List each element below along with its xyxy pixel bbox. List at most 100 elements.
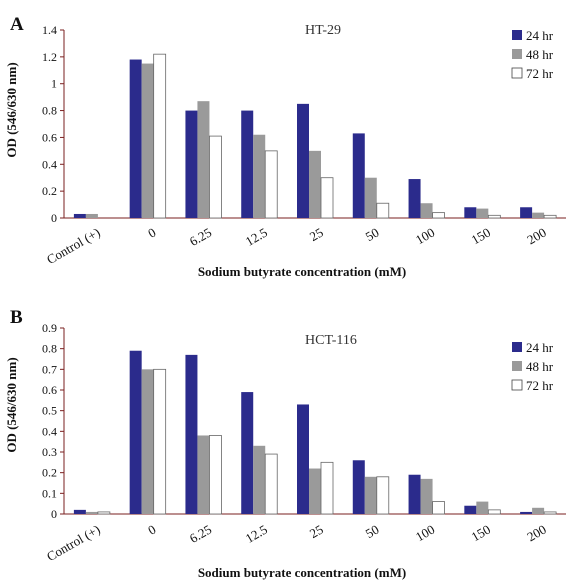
panel-b-bar-24-hr (73, 509, 86, 514)
panel-b-bar-48-hr (253, 445, 266, 514)
panel-b-legend-label: 48 hr (526, 359, 554, 374)
panel-a-bar-72-hr (153, 53, 167, 219)
panel-a-bar-72-hr (376, 202, 390, 219)
panel-a-title: HT-29 (305, 23, 341, 38)
panel-a-bar-24-hr (185, 110, 198, 218)
chart-panel-b: B HCT-116 OD (546/630 nm) Sodium butyrat… (4, 307, 566, 580)
panel-b-bar-24-hr (352, 460, 365, 514)
panel-a-bar-72-hr (320, 177, 334, 219)
panel-b-x-tick-label: 200 (524, 522, 548, 545)
panel-a-legend-swatch (512, 30, 522, 40)
panel-a-x-tick-label: 150 (469, 225, 493, 248)
panel-a-bar-48-hr (141, 63, 154, 218)
panel-b-bar-72-hr (153, 368, 167, 515)
panel-a-bar-72-hr (264, 150, 278, 219)
panel-a-x-axis-label: Sodium butyrate concentration (mM) (198, 264, 406, 279)
panel-a-y-tick-label: 0.6 (42, 130, 57, 144)
panel-a-x-tick-label: Control (+) (44, 225, 103, 267)
panel-b-bar-72-hr (543, 511, 557, 515)
panel-a-x-tick-label: 6.25 (187, 225, 214, 249)
panel-b-x-tick-label: 50 (363, 522, 382, 541)
panel-a-bar-24-hr (408, 179, 421, 218)
panel-a-bar-24-hr (73, 213, 86, 218)
panel-b-bar-24-hr (297, 404, 309, 514)
panel-b-bar-48-hr (420, 478, 433, 514)
panel-a-x-tick-label: 25 (307, 225, 326, 244)
panel-b-x-tick-label: 150 (469, 522, 493, 545)
panel-b-bar-72-hr (209, 435, 222, 515)
panel-a-y-tick-label: 1 (51, 77, 57, 91)
panel-a-y-tick-label: 0 (51, 211, 57, 225)
panel-a-bar-24-hr (241, 110, 254, 218)
panel-a-legend-label: 48 hr (526, 47, 554, 62)
panel-a-y-tick-label: 0.8 (42, 104, 57, 118)
panel-a-bar-48-hr (532, 212, 545, 218)
panel-b-y-tick-label: 0.9 (42, 321, 57, 335)
panel-b-x-axis-label: Sodium butyrate concentration (mM) (198, 565, 406, 580)
panel-b-y-tick-label: 0.6 (42, 383, 57, 397)
panel-a-legend-label: 72 hr (526, 66, 554, 81)
panel-b-bar-24-hr (408, 474, 421, 514)
panel-a-y-tick-label: 1.4 (42, 23, 57, 37)
panel-a-bar-48-hr (364, 177, 377, 218)
panel-b-x-tick-label: 0 (145, 522, 158, 538)
panel-b-bar-48-hr (197, 435, 210, 514)
panel-b-x-tick-label: 6.25 (187, 522, 214, 546)
panel-a-bar-48-hr (85, 213, 98, 218)
panel-b-y-tick-label: 0.2 (42, 466, 57, 480)
panel-b-legend-swatch (511, 379, 523, 391)
panel-b-bar-48-hr (309, 468, 321, 514)
panel-b-bar-24-hr (241, 392, 254, 514)
panel-a-bar-72-hr (543, 214, 557, 219)
panel-a-legend-label: 24 hr (526, 28, 554, 43)
panel-b-bar-24-hr (520, 511, 533, 514)
panel-a-x-tick-label: 50 (363, 225, 382, 244)
panel-b-y-tick-label: 0.1 (42, 486, 57, 500)
panel-b-title: HCT-116 (305, 333, 357, 348)
panel-b-legend-swatch (512, 342, 522, 352)
panel-b-bar-48-hr (141, 369, 154, 514)
panel-b-bar-48-hr (476, 501, 489, 514)
panel-a-bar-48-hr (253, 134, 266, 218)
panel-a-x-tick-label: 100 (413, 225, 437, 248)
panel-b-bar-24-hr (129, 350, 142, 514)
panel-a-bar-24-hr (352, 133, 365, 218)
panel-b-bar-72-hr (487, 509, 501, 515)
panel-b-bar-72-hr (264, 453, 278, 515)
panel-b-y-tick-label: 0.5 (42, 404, 57, 418)
panel-a-bar-48-hr (197, 101, 210, 218)
panel-b-bar-72-hr (320, 461, 334, 515)
panel-b-bar-48-hr (364, 476, 377, 514)
panel-b-x-tick-label: Control (+) (44, 522, 103, 564)
panel-b-y-tick-label: 0.8 (42, 342, 57, 356)
panel-b-y-tick-label: 0 (51, 507, 57, 521)
panel-a-bar-24-hr (129, 59, 142, 218)
panel-a-y-tick-label: 0.2 (42, 184, 57, 198)
panel-a-y-axis-label: OD (546/630 nm) (4, 62, 19, 157)
panel-a-bar-72-hr (432, 212, 445, 219)
panel-a-bar-72-hr (487, 214, 501, 219)
panel-b-bar-24-hr (185, 354, 198, 514)
panel-b-bar-72-hr (97, 511, 111, 515)
panel-b-x-tick-label: 100 (413, 522, 437, 545)
chart-panel-a: A HT-29 OD (546/630 nm) Sodium butyrate … (4, 14, 566, 279)
panel-a-y-tick-label: 1.2 (42, 50, 57, 64)
panel-a-bar-48-hr (420, 203, 433, 218)
panel-a-bar-72-hr (209, 135, 222, 219)
panel-b-label: B (10, 307, 23, 328)
panel-b-bar-48-hr (532, 507, 545, 514)
panel-a-bar-24-hr (297, 103, 309, 218)
panel-b-legend-label: 24 hr (526, 340, 554, 355)
panel-b-bar-48-hr (85, 511, 98, 514)
panel-a-label: A (10, 14, 24, 35)
panel-b-y-tick-label: 0.4 (42, 424, 57, 438)
panel-a-x-tick-label: 0 (145, 225, 158, 241)
panel-a-y-tick-label: 0.4 (42, 157, 57, 171)
panel-b-x-tick-label: 25 (307, 522, 326, 541)
panel-a-x-tick-label: 200 (524, 225, 548, 248)
panel-a-x-tick-label: 12.5 (243, 225, 270, 249)
panel-b-y-tick-label: 0.7 (42, 362, 57, 376)
panel-a-bar-48-hr (476, 208, 489, 218)
panel-a-legend-swatch (511, 67, 523, 79)
